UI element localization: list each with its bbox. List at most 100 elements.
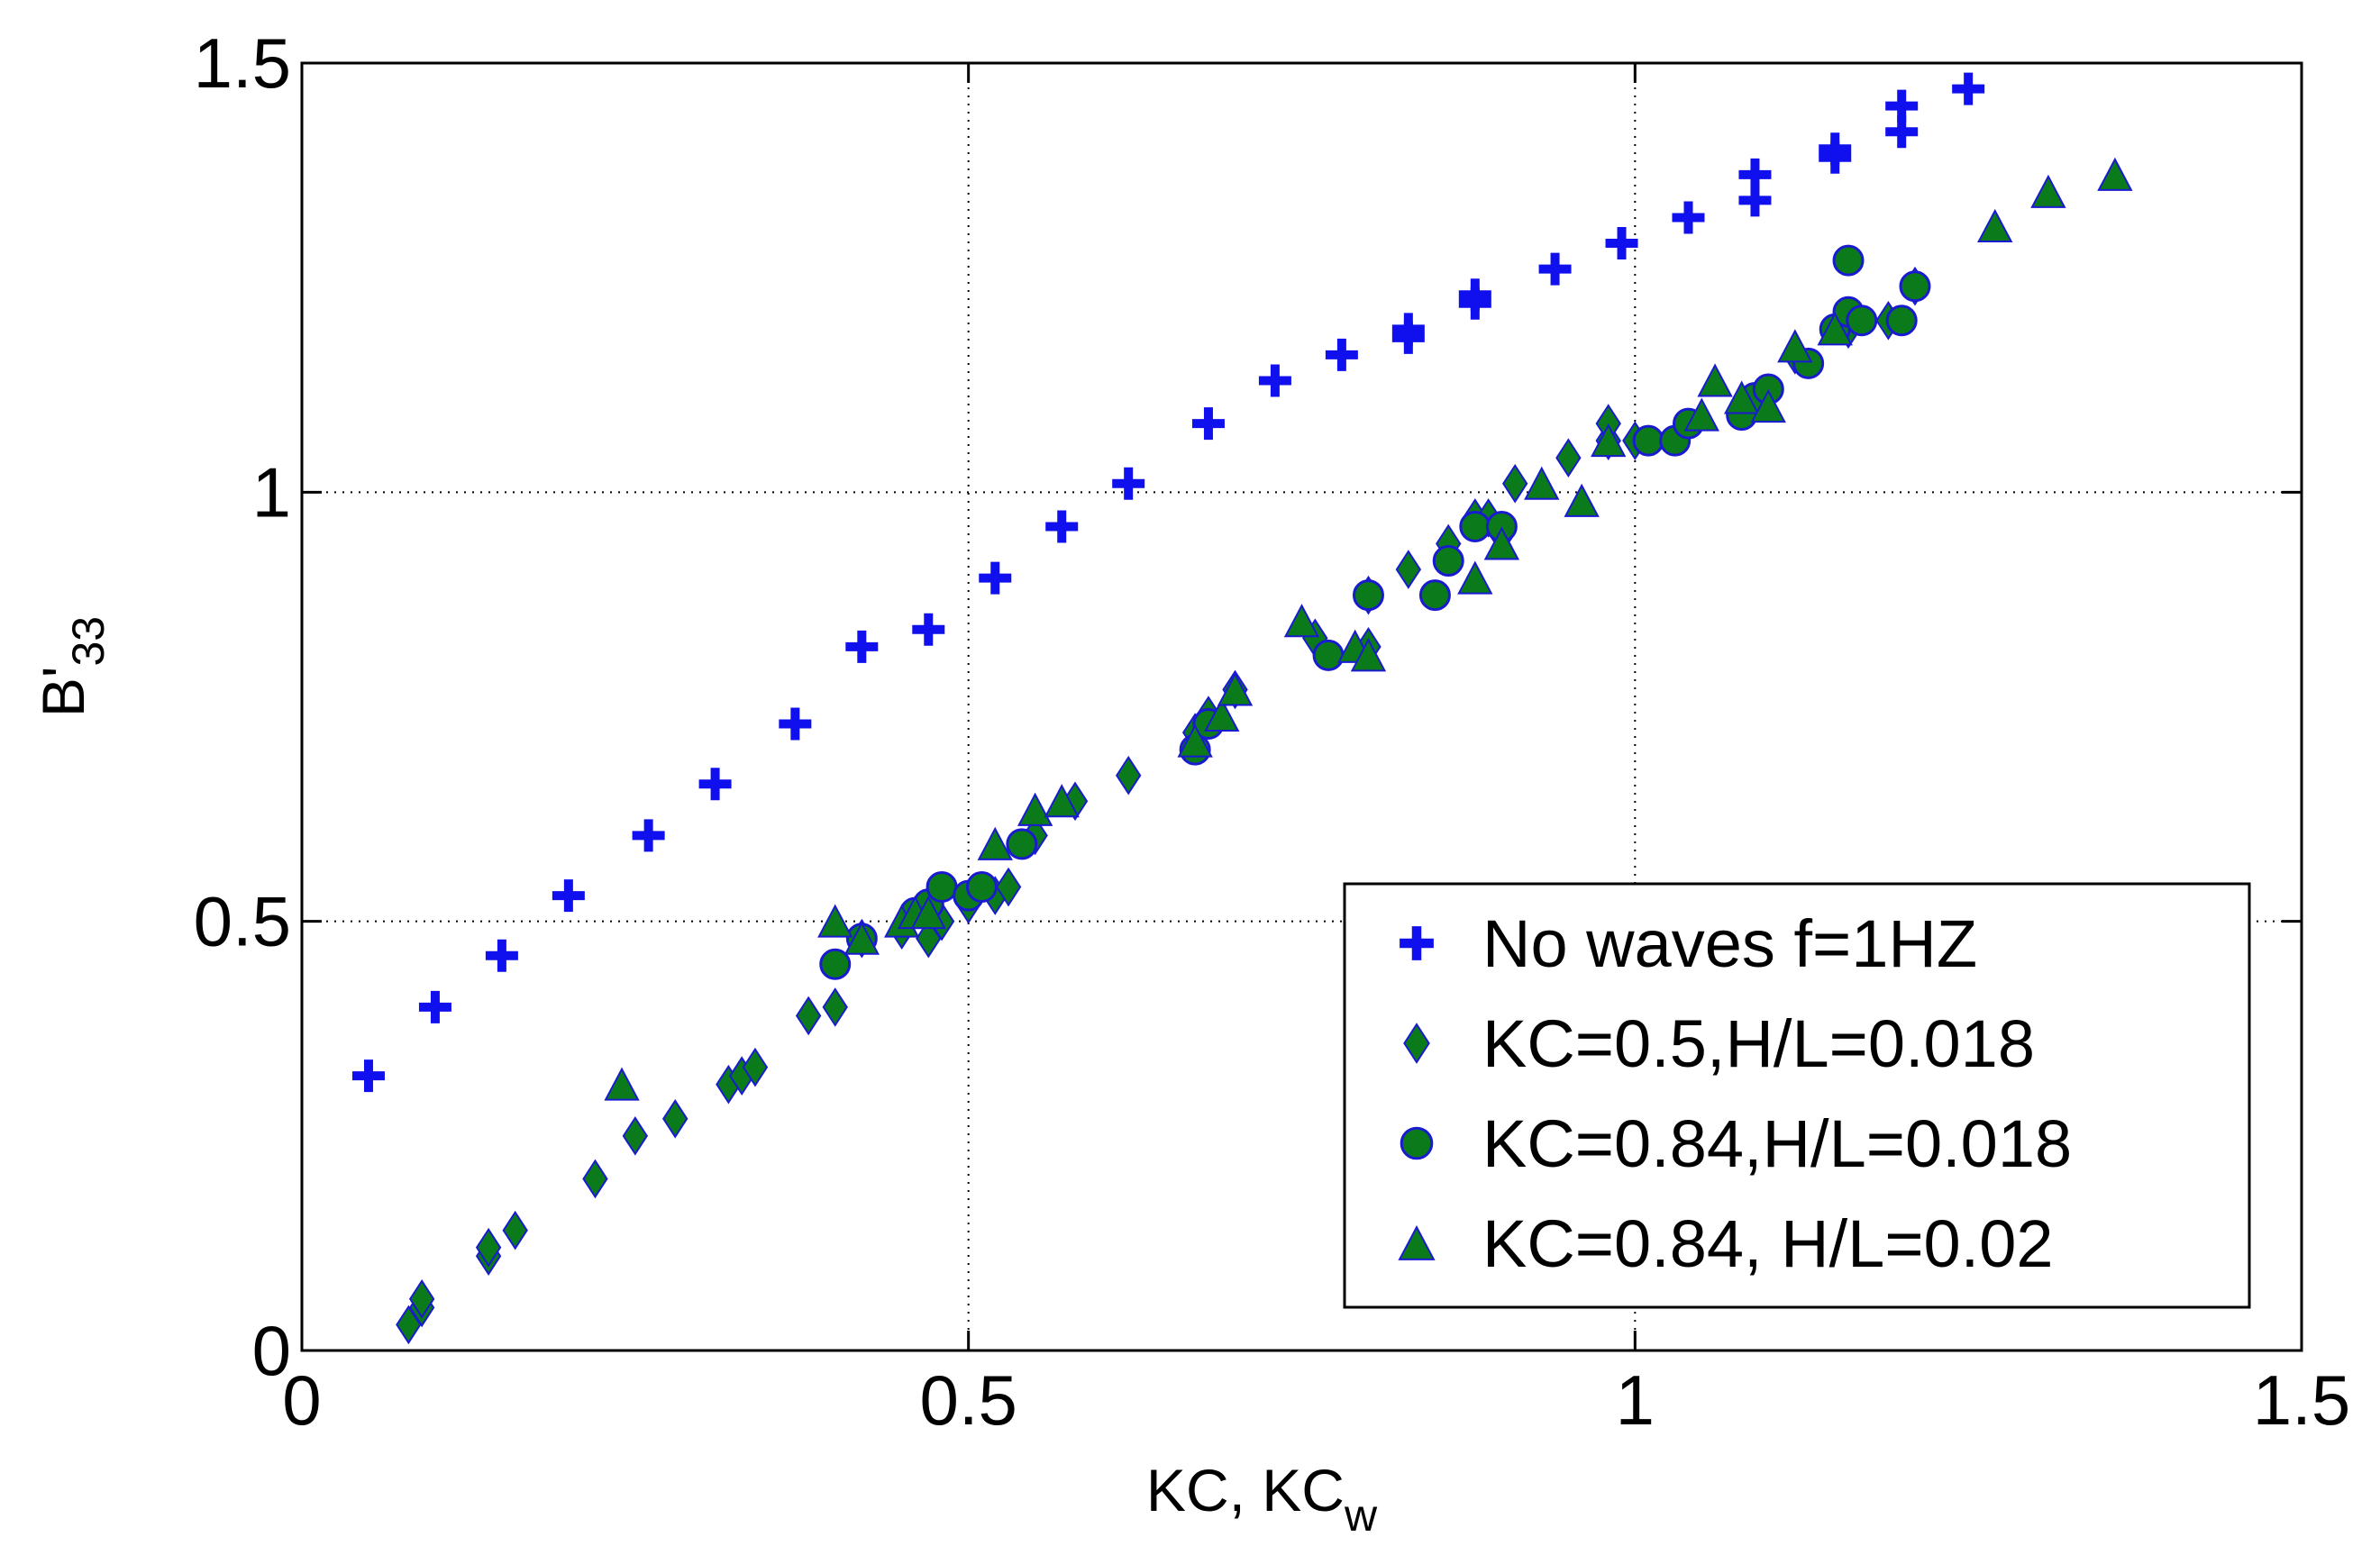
- diamond-data-point: [662, 1098, 688, 1139]
- grid-lines: [302, 63, 2302, 1350]
- diamond-data-point: [502, 1210, 528, 1250]
- triangle-data-point: [1204, 697, 1240, 732]
- plus-data-point: [1391, 313, 1425, 346]
- triangle-data-point: [604, 1067, 640, 1101]
- y-tick-label: 0.5: [194, 882, 291, 961]
- plus-data-point: [1458, 278, 1491, 312]
- data-points: [351, 72, 2133, 1345]
- circle-data-point: [1846, 305, 1878, 337]
- plus-data-point: [632, 819, 665, 852]
- circle-data-point: [1432, 545, 1464, 577]
- legend-label: KC=0.84, H/L=0.02: [1482, 1206, 2054, 1281]
- legend-box: [1343, 882, 2251, 1309]
- x-tick-label: 1: [1616, 1360, 1655, 1440]
- diamond-data-point: [742, 1047, 769, 1087]
- diamond-data-point: [582, 1159, 608, 1199]
- plus-data-point: [845, 630, 879, 663]
- circle-data-point: [1006, 828, 1038, 860]
- triangle-data-point: [1524, 466, 1560, 500]
- triangle-data-point: [910, 896, 946, 930]
- triangle-data-point: [1750, 388, 1786, 423]
- triangle-data-point: [1697, 363, 1733, 397]
- circle-data-point: [926, 871, 958, 904]
- triangle-data-point: [1591, 423, 1627, 458]
- triangle-data-point: [1777, 329, 1813, 363]
- series-triangle: [604, 157, 2133, 1101]
- x-tick-label: 0: [282, 1360, 321, 1440]
- circle-data-point: [1832, 244, 1865, 277]
- circle-data-point: [1899, 270, 1931, 303]
- y-axis-label-main: B': [30, 667, 96, 718]
- circle-data-point: [1632, 424, 1664, 457]
- triangle-data-point: [1977, 208, 2013, 243]
- diamond-data-point: [475, 1227, 502, 1268]
- plus-data-point: [1605, 227, 1638, 260]
- plus-data-point: [1819, 132, 1852, 166]
- x-axis-label-main: KC, KC: [1146, 1457, 1345, 1523]
- plus-data-point: [1538, 252, 1572, 286]
- plus-data-point: [1325, 338, 1358, 371]
- diamond-data-point: [1502, 463, 1528, 504]
- plus-data-point: [1112, 467, 1145, 500]
- plus-data-point: [1258, 364, 1291, 397]
- diamond-data-point: [1555, 438, 1582, 478]
- circle-data-point: [1885, 305, 1918, 337]
- circle-data-point: [1352, 579, 1384, 612]
- diamond-data-point: [408, 1279, 435, 1319]
- triangle-data-point: [1017, 792, 1053, 826]
- triangle-data-point: [2097, 157, 2133, 191]
- triangle-data-point: [1817, 312, 1853, 346]
- y-tick-label: 1.5: [194, 23, 291, 103]
- triangle-data-point: [2030, 174, 2066, 208]
- plus-data-point: [1191, 407, 1225, 441]
- plot-area-frame: [300, 61, 2303, 1352]
- circle-data-point: [1312, 639, 1345, 671]
- legend-marker-triangle: [1398, 1225, 1436, 1260]
- triangle-data-point: [1683, 397, 1719, 432]
- circle-data-point: [1459, 510, 1491, 542]
- legend-label: KC=0.5,H/L=0.018: [1482, 1006, 2035, 1081]
- x-axis-label: KC, KCw: [1146, 1457, 1378, 1541]
- x-tick-label: 0.5: [919, 1360, 1017, 1440]
- plus-data-point: [552, 879, 585, 913]
- plus-data-point: [418, 990, 451, 1023]
- legend: No waves f=1HZ KC=0.5,H/L=0.018 KC=0.84,H/…: [1343, 882, 2251, 1309]
- triangle-data-point: [1044, 784, 1080, 818]
- plus-data-point: [1885, 89, 1919, 123]
- triangle-data-point: [1564, 483, 1600, 517]
- diamond-data-point: [795, 996, 822, 1036]
- triangle-data-point: [817, 904, 853, 938]
- circle-data-point: [965, 871, 998, 904]
- triangle-data-point: [843, 921, 880, 955]
- plus-data-point: [698, 768, 732, 801]
- diamond-data-point: [622, 1115, 649, 1156]
- diamond-data-point: [1395, 550, 1422, 589]
- y-axis-label-subscript: 33: [63, 616, 114, 667]
- circle-data-point: [1418, 579, 1451, 612]
- legend-marker-plus: [1400, 926, 1434, 960]
- triangle-data-point: [977, 826, 1013, 860]
- plus-data-point: [351, 1059, 385, 1093]
- y-axis-label: B'33: [30, 616, 114, 717]
- plus-data-point: [779, 707, 812, 741]
- plus-data-point: [1045, 510, 1079, 543]
- circle-data-point: [819, 948, 852, 980]
- diamond-data-point: [995, 867, 1022, 907]
- x-tick-label: 1.5: [2253, 1360, 2350, 1440]
- legend-marker-diamond: [1403, 1023, 1430, 1064]
- axes: 0 0.5 1 1.5 0 0.5 1 1.5: [194, 23, 2351, 1440]
- x-axis-label-subscript: w: [1344, 1490, 1378, 1541]
- legend-label: KC=0.84,H/L=0.018: [1482, 1106, 2072, 1181]
- y-tick-label: 0: [252, 1311, 291, 1390]
- series-plus: [351, 72, 1985, 1093]
- plus-data-point: [1738, 158, 1772, 191]
- plus-data-point: [485, 939, 518, 972]
- plus-data-point: [979, 561, 1012, 595]
- triangle-data-point: [1283, 604, 1320, 638]
- triangle-data-point: [1217, 672, 1254, 706]
- triangle-data-point: [1177, 723, 1213, 758]
- legend-marker-circle: [1400, 1126, 1434, 1160]
- plus-data-point: [1952, 72, 1985, 105]
